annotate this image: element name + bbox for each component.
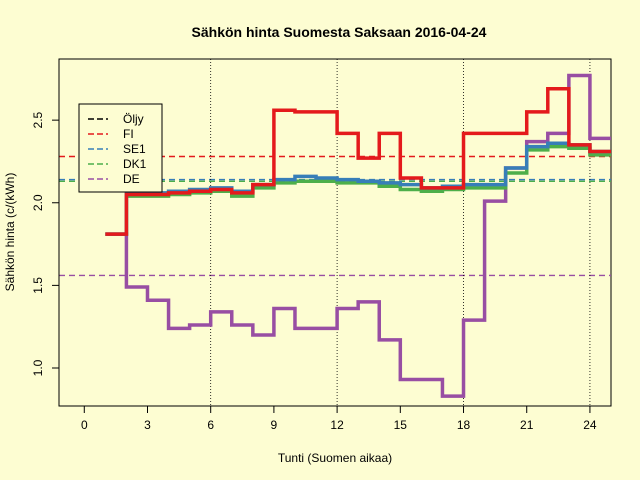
x-tick-label: 18 [457,418,471,432]
series-line-fi [105,86,611,236]
chart-title: Sähkön hinta Suomesta Saksaan 2016-04-24 [192,24,487,40]
legend-label: SE1 [123,142,146,156]
legend-label: Öljy [123,112,144,126]
y-axis-label: Sähkön hinta (c/(kWh) [3,173,17,292]
x-axis: 0 3 6 9 12 15 18 21 24 [81,405,597,432]
x-tick-label: 12 [330,418,344,432]
y-tick-label: 2.0 [31,194,45,211]
x-axis-label: Tunti (Suomen aikaa) [278,451,392,465]
x-tick-label: 21 [520,418,534,432]
y-tick-label: 1.0 [31,359,45,376]
legend-label: DK1 [123,157,147,171]
x-tick-label: 9 [271,418,278,432]
x-tick-label: 6 [207,418,214,432]
y-tick-label: 1.5 [31,277,45,294]
legend-label: DE [123,172,140,186]
x-tick-label: 0 [81,418,88,432]
series-lines [105,73,611,398]
x-tick-label: 3 [144,418,151,432]
x-tick-label: 15 [394,418,408,432]
legend-label: FI [123,127,134,141]
y-axis: 1.0 1.5 2.0 2.5 [31,111,60,376]
x-tick-label: 24 [583,418,597,432]
y-tick-label: 2.5 [31,111,45,128]
series-line-de [105,73,611,398]
